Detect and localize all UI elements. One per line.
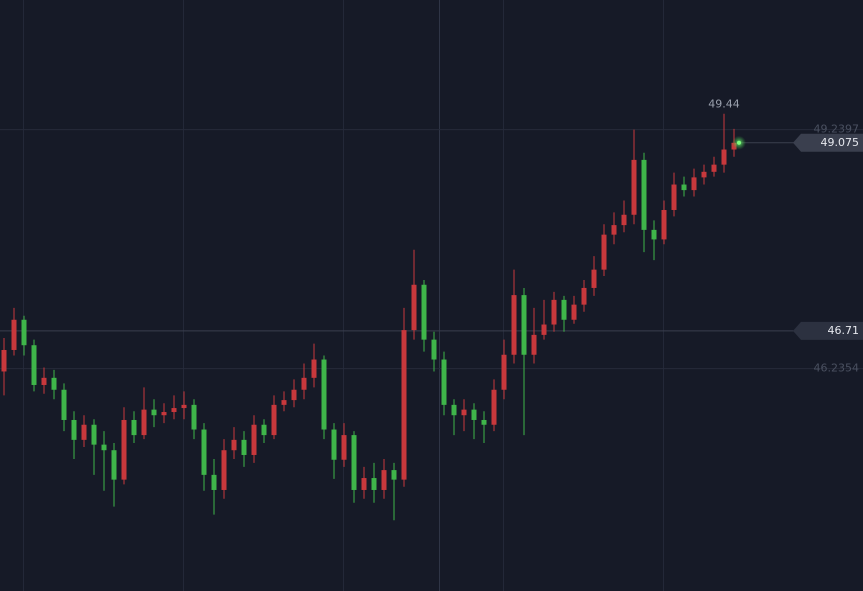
candle-body	[321, 359, 327, 430]
candle-body	[51, 377, 57, 390]
candle-body	[531, 334, 537, 355]
candle-body	[521, 295, 527, 355]
candle-body	[61, 389, 67, 420]
candle-body	[571, 304, 577, 320]
candle-body	[261, 424, 267, 436]
candle-body	[231, 439, 237, 451]
candle-body	[331, 429, 337, 460]
candle-body	[301, 377, 307, 390]
candle-body	[311, 359, 317, 378]
candle-body	[371, 478, 377, 490]
candle-body	[551, 299, 557, 325]
candle-body	[191, 404, 197, 430]
range-label: 46.2354	[814, 362, 860, 375]
last-price-tag	[793, 133, 863, 152]
price-label: 46.71	[828, 324, 860, 337]
candle-body	[681, 184, 687, 191]
candle-body	[221, 450, 227, 490]
candle-body	[411, 284, 417, 331]
candle-body	[561, 299, 567, 320]
candle-body	[651, 229, 657, 240]
candle-body	[591, 269, 597, 288]
candle-body	[631, 159, 637, 215]
candle-body	[611, 225, 617, 235]
candle-body	[31, 345, 37, 385]
candle-body	[211, 474, 217, 490]
candle-body	[481, 419, 487, 425]
candle-body	[101, 444, 107, 451]
last-price-label: 49.075	[821, 136, 860, 149]
last-price-dot	[737, 140, 741, 145]
candle-body	[391, 470, 397, 480]
candle-body	[201, 429, 207, 475]
candle-body	[71, 419, 77, 440]
candle-body	[41, 377, 47, 385]
candle-body	[451, 404, 457, 416]
candle-body	[281, 400, 287, 405]
candle-body	[111, 450, 117, 480]
candle-body	[241, 439, 247, 455]
candle-body	[501, 354, 507, 390]
candle-body	[581, 287, 587, 305]
high-label: 49.44	[708, 98, 740, 111]
price-tag	[793, 321, 863, 340]
candle-body	[621, 214, 627, 226]
range-label: 49.2397	[814, 123, 860, 136]
candle-body	[421, 284, 427, 340]
candle-body	[81, 424, 87, 440]
candle-body	[401, 330, 407, 480]
candle-body	[661, 209, 667, 240]
candle-body	[491, 389, 497, 425]
candle-body	[151, 409, 157, 416]
candle-body	[701, 171, 707, 178]
candle-body	[721, 149, 727, 165]
candle-body	[471, 409, 477, 420]
candle-body	[601, 234, 607, 270]
candle-body	[21, 319, 27, 346]
candle-body	[341, 435, 347, 460]
candle-body	[441, 359, 447, 405]
candle-body	[91, 424, 97, 445]
candle-body	[361, 478, 367, 490]
candle-body	[511, 295, 517, 355]
candle-body	[351, 435, 357, 490]
candle-body	[711, 164, 717, 172]
candle-body	[431, 339, 437, 360]
candle-body	[691, 177, 697, 191]
candle-body	[671, 184, 677, 210]
candle-body	[641, 159, 647, 230]
candle-body	[251, 424, 257, 455]
candle-body	[121, 419, 127, 480]
candle-body	[271, 404, 277, 436]
candle-body	[541, 324, 547, 335]
candle-body	[1, 349, 7, 372]
candle-body	[131, 419, 137, 436]
candle-body	[461, 409, 467, 416]
candle-body	[381, 470, 387, 490]
candle-body	[171, 408, 177, 413]
candle-body	[291, 389, 297, 401]
candle-body	[181, 404, 187, 409]
candle-body	[161, 412, 167, 416]
candle-body	[11, 319, 17, 350]
grid	[23, 0, 664, 591]
candle-body	[141, 409, 147, 436]
